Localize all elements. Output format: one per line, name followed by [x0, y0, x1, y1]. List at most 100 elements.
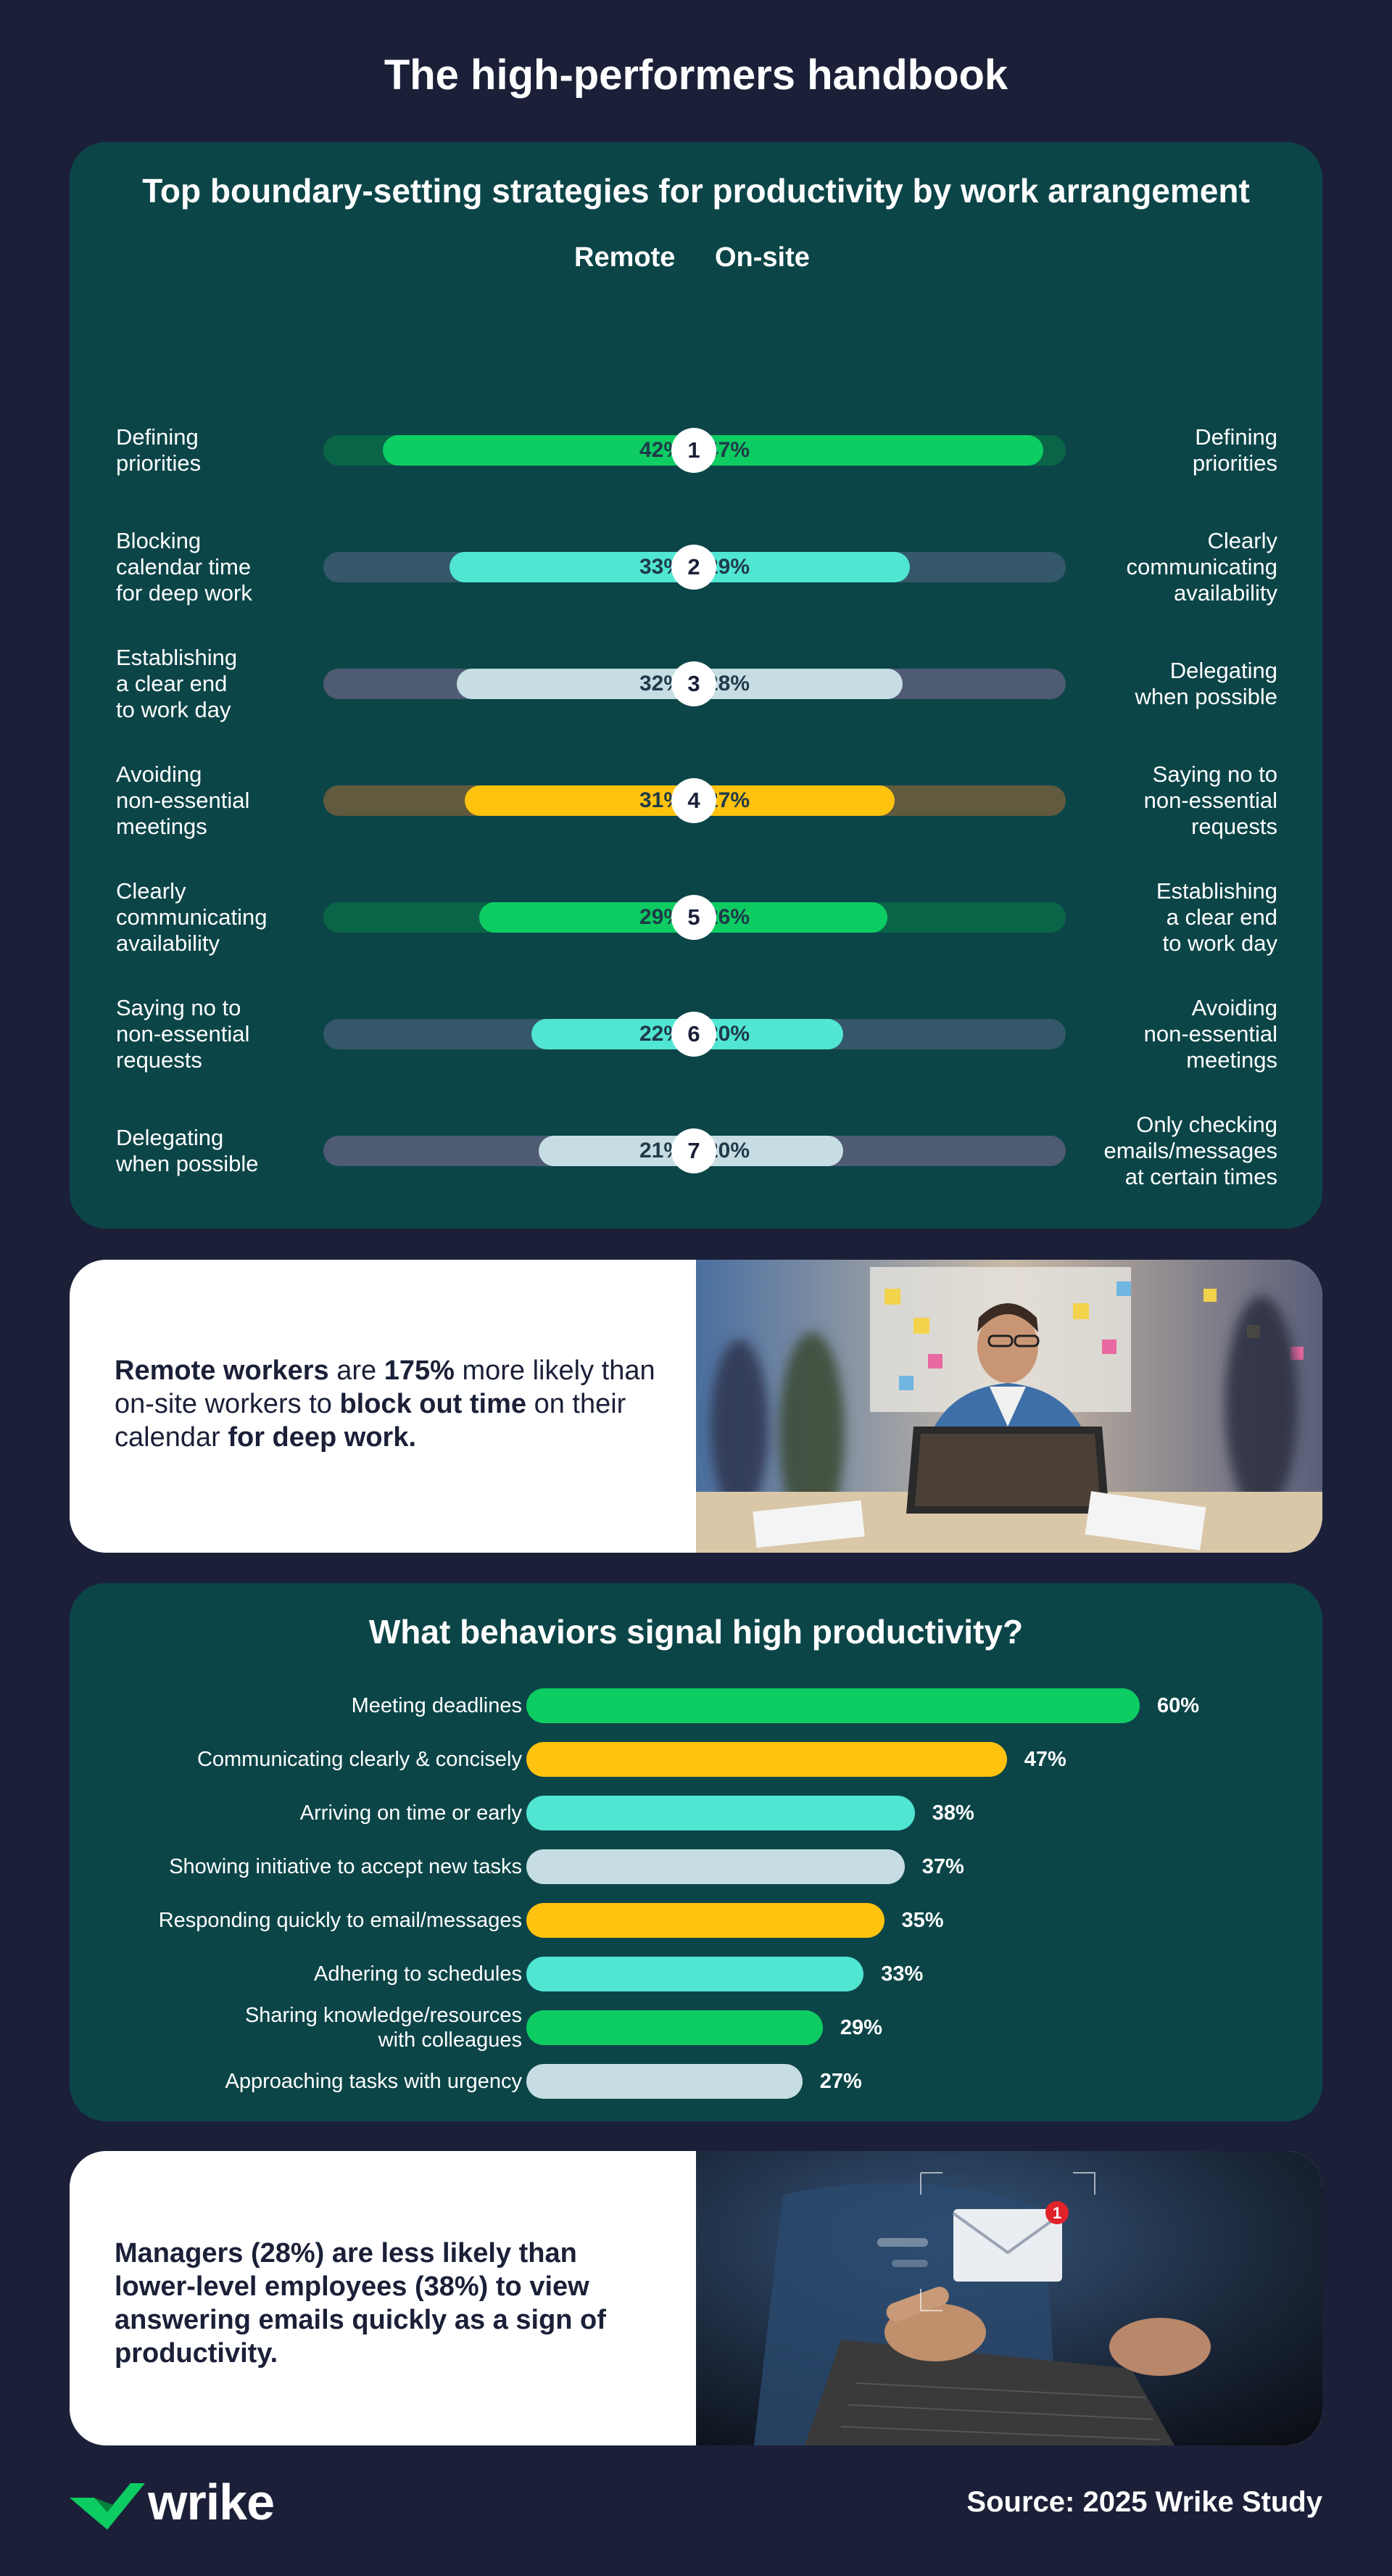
- remote-strategy-label: Avoiding non-essential meetings: [116, 761, 250, 839]
- behavior-bar: [526, 1903, 884, 1938]
- ranked-row: Delegating when possible Only checking em…: [70, 1097, 1322, 1205]
- checkmark-logo-icon: [70, 2483, 145, 2530]
- rank-badge: 3: [671, 661, 716, 706]
- behavior-label: Meeting deadlines: [351, 1694, 522, 1717]
- page-title: The high-performers handbook: [384, 51, 1008, 99]
- behavior-row: Approaching tasks with urgency 27%: [70, 2055, 1322, 2108]
- remote-strategy-label: Saying no to non-essential requests: [116, 995, 250, 1073]
- callout-segment: more likely than on-site workers to: [115, 1355, 655, 1419]
- ranked-row: Blocking calendar time for deep work Clea…: [70, 513, 1322, 622]
- behavior-label: Sharing knowledge/resources with colleag…: [244, 2004, 522, 2052]
- ranked-row: Avoiding non-essential meetings Saying no…: [70, 746, 1322, 855]
- callout-emphasis: block out time: [339, 1389, 527, 1419]
- behavior-label: Showing initiative to accept new tasks: [169, 1855, 522, 1878]
- callout-segment: on their calendar: [115, 1389, 626, 1453]
- bar-track: 29% 26%: [323, 902, 1066, 933]
- behavior-bar: [526, 1796, 915, 1830]
- behavior-bar: [526, 1849, 905, 1884]
- onsite-bar: [695, 1136, 843, 1166]
- ranked-row: Establishing a clear end to work day Dele…: [70, 629, 1322, 738]
- behavior-value-label: 47%: [1024, 1748, 1066, 1771]
- behavior-label: Responding quickly to email/messages: [158, 1909, 522, 1932]
- rank-badge: 5: [671, 895, 716, 940]
- onsite-strategy-label: Establishing a clear end to work day: [1156, 878, 1277, 956]
- behavior-label: Approaching tasks with urgency: [225, 2070, 522, 2093]
- notification-badge: 1: [1053, 2204, 1061, 2222]
- onsite-strategy-label: Only checking emails/messages at certain…: [1103, 1112, 1277, 1189]
- behavior-label: Arriving on time or early: [299, 1801, 522, 1825]
- behavior-value-label: 37%: [921, 1855, 964, 1878]
- remote-column-header: Remote: [574, 242, 676, 273]
- behavior-value-label: 29%: [840, 2016, 882, 2039]
- rank-badge: 7: [671, 1128, 716, 1173]
- behavior-value-label: 38%: [932, 1801, 974, 1825]
- onsite-strategy-label: Clearly communicating availability: [1126, 528, 1277, 606]
- chart-title: What behaviors signal high productivity?: [368, 1613, 1024, 1651]
- wrike-logo: wrike: [70, 2473, 275, 2531]
- callout-emphasis: for deep work.: [228, 1422, 417, 1453]
- rank-badge: 1: [671, 428, 716, 473]
- remote-strategy-label: Establishing a clear end to work day: [116, 645, 238, 722]
- chart-title: Top boundary-setting strategies for prod…: [142, 172, 1250, 210]
- remote-strategy-label: Defining priorities: [116, 424, 202, 476]
- ranked-row: Using do not disturb sign or statusTurni…: [70, 1213, 1322, 1229]
- behavior-bar: [526, 1688, 1140, 1723]
- behavior-row: Sharing knowledge/resources with colleag…: [70, 2001, 1322, 2055]
- callout-emphasis: Remote workers: [115, 1355, 329, 1386]
- remote-bar: [464, 785, 695, 816]
- onsite-strategy-label: Defining priorities: [1192, 424, 1277, 476]
- behavior-row: Communicating clearly & concisely 47%: [70, 1733, 1322, 1786]
- onsite-strategy-label: Saying no to non-essential requests: [1143, 761, 1277, 839]
- callout-text: Remote workers are 175% more likely than…: [115, 1354, 666, 1454]
- onsite-bar: [695, 669, 903, 699]
- behavior-row: Responding quickly to email/messages 35%: [70, 1894, 1322, 1947]
- onsite-column-header: On-site: [715, 242, 810, 273]
- onsite-bar: [695, 1019, 843, 1049]
- managers-callout-card: Managers (28%) are less likely than lowe…: [70, 2151, 1322, 2445]
- remote-workers-callout-card: Remote workers are 175% more likely than…: [70, 1260, 1322, 1553]
- behavior-bar: [526, 2064, 803, 2099]
- callout-segment: are: [328, 1355, 384, 1386]
- remote-bar: [450, 552, 695, 582]
- behavior-value-label: 33%: [881, 1962, 924, 1986]
- behavior-bar: [526, 1742, 1007, 1777]
- remote-strategy-label: Clearly communicating availability: [116, 878, 268, 956]
- behavior-value-label: 60%: [1157, 1694, 1200, 1717]
- behavior-bar: [526, 2010, 823, 2045]
- remote-bar: [531, 1019, 695, 1049]
- behavior-label: Communicating clearly & concisely: [196, 1748, 522, 1771]
- remote-strategy-label: Delegating when possible: [116, 1125, 259, 1176]
- behavior-row: Arriving on time or early 38%: [70, 1786, 1322, 1840]
- ranked-row: Saying no to non-essential requests Avoid…: [70, 980, 1322, 1089]
- onsite-bar: [695, 785, 895, 816]
- remote-bar: [382, 435, 695, 466]
- remote-bar: [457, 669, 695, 699]
- remote-strategy-label: Blocking calendar time for deep work: [116, 528, 252, 606]
- behavior-row: Adhering to schedules 33%: [70, 1947, 1322, 2001]
- behavior-row: Meeting deadlines 60%: [70, 1679, 1322, 1733]
- ranked-row: Defining priorities Defining priorities 42…: [70, 396, 1322, 505]
- behavior-value-label: 27%: [819, 2070, 862, 2093]
- onsite-strategy-label: Avoiding non-essential meetings: [1143, 995, 1277, 1073]
- behavior-bar: [526, 1957, 864, 1991]
- ranked-row: Clearly communicating availability Establ…: [70, 863, 1322, 972]
- callout-text: Managers (28%) are less likely than lowe…: [115, 2238, 606, 2369]
- logo-text: wrike: [148, 2474, 275, 2530]
- behavior-label: Adhering to schedules: [314, 1962, 522, 1986]
- onsite-bar: [695, 902, 888, 933]
- remote-bar: [538, 1136, 695, 1166]
- rank-badge: 2: [671, 545, 716, 590]
- rank-badge: 6: [671, 1012, 716, 1057]
- office-photo: [696, 1260, 1322, 1553]
- callout-emphasis: 175%: [384, 1355, 455, 1386]
- onsite-bar: [695, 552, 910, 582]
- productivity-behaviors-card: What behaviors signal high productivity?…: [70, 1583, 1322, 2121]
- behavior-row: Showing initiative to accept new tasks 37…: [70, 1840, 1322, 1894]
- behavior-value-label: 35%: [901, 1909, 944, 1932]
- remote-bar: [479, 902, 695, 933]
- onsite-strategy-label: Delegating when possible: [1135, 658, 1277, 709]
- onsite-bar: [695, 435, 1044, 466]
- source-note: Source: 2025 Wrike Study: [966, 2486, 1322, 2518]
- boundary-strategies-card: Top boundary-setting strategies for prod…: [70, 142, 1322, 1229]
- rank-badge: 4: [671, 778, 716, 823]
